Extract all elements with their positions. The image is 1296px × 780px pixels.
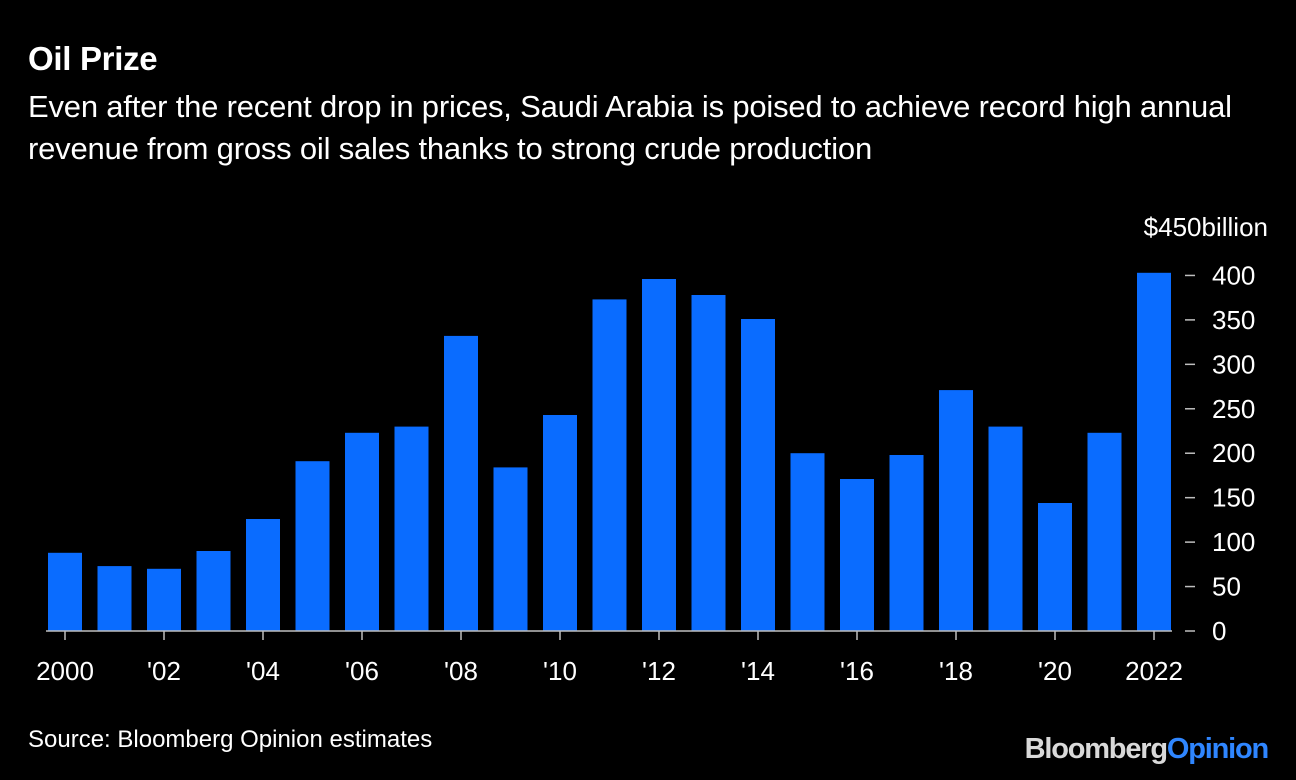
brand-logo-part-1: Bloomberg bbox=[1024, 733, 1168, 765]
y-axis-unit-label: $450billion bbox=[1143, 212, 1268, 242]
x-tick-label-2020: '20 bbox=[1038, 656, 1072, 686]
source-note: Source: Bloomberg Opinion estimates bbox=[28, 726, 433, 753]
bar-2006 bbox=[345, 432, 379, 631]
bar-2004 bbox=[246, 519, 280, 631]
bar-2010 bbox=[543, 415, 577, 631]
x-tick-label-2000: 2000 bbox=[36, 656, 94, 686]
x-tick-label-2008: '08 bbox=[444, 656, 478, 686]
x-tick-label-2018: '18 bbox=[939, 656, 973, 686]
bar-2008 bbox=[444, 335, 478, 631]
bar-2000 bbox=[48, 552, 82, 631]
x-tick-label-2002: '02 bbox=[147, 656, 181, 686]
bar-2007 bbox=[394, 426, 429, 631]
bar-2013 bbox=[691, 295, 726, 631]
bar-2018 bbox=[939, 390, 973, 631]
chart-subtitle: Even after the recent drop in prices, Sa… bbox=[28, 89, 1232, 166]
bar-2011 bbox=[592, 299, 627, 631]
y-tick-label-100: 100 bbox=[1212, 527, 1255, 557]
bar-2020 bbox=[1038, 503, 1072, 631]
x-tick-label-2016: '16 bbox=[840, 656, 874, 686]
bar-2017 bbox=[889, 455, 924, 631]
bar-2012 bbox=[642, 279, 676, 631]
brand-logo-part-2: Opinion bbox=[1166, 733, 1269, 765]
bar-2016 bbox=[840, 479, 874, 631]
chart-title: Oil Prize bbox=[28, 40, 158, 77]
bar-2021 bbox=[1087, 432, 1122, 631]
y-tick-label-0: 0 bbox=[1212, 616, 1226, 646]
y-tick-label-350: 350 bbox=[1212, 305, 1255, 335]
x-tick-label-2012: '12 bbox=[642, 656, 676, 686]
bar-2015 bbox=[790, 453, 825, 631]
x-tick-label-2004: '04 bbox=[246, 656, 280, 686]
y-tick-label-200: 200 bbox=[1212, 438, 1255, 468]
y-tick-label-250: 250 bbox=[1212, 394, 1255, 424]
x-tick-label-2006: '06 bbox=[345, 656, 379, 686]
bar-2009 bbox=[493, 467, 528, 631]
bar-2014 bbox=[741, 319, 775, 631]
bar-2019 bbox=[988, 426, 1023, 631]
y-tick-label-150: 150 bbox=[1212, 483, 1255, 513]
bar-2022 bbox=[1137, 272, 1171, 631]
brand-logo: BloombergOpinion bbox=[1024, 733, 1270, 766]
x-tick-label-2022: 2022 bbox=[1125, 656, 1183, 686]
y-tick-label-400: 400 bbox=[1212, 260, 1255, 290]
bar-2003 bbox=[196, 551, 231, 631]
y-tick-label-300: 300 bbox=[1212, 349, 1255, 379]
bar-2001 bbox=[97, 566, 132, 631]
x-tick-label-2014: '14 bbox=[741, 656, 775, 686]
y-tick-label-50: 50 bbox=[1212, 572, 1241, 602]
bar-2002 bbox=[147, 568, 181, 631]
bar-2005 bbox=[295, 461, 330, 631]
x-tick-label-2010: '10 bbox=[543, 656, 577, 686]
